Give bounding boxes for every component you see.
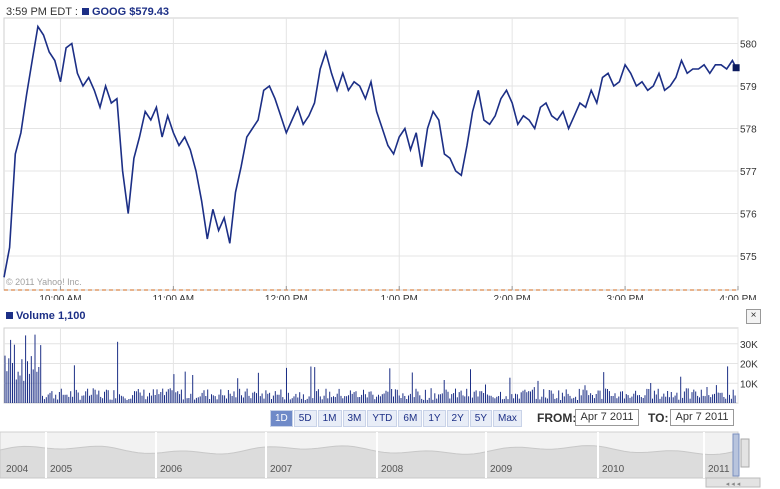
- copyright-watermark: © 2011 Yahoo! Inc.: [6, 277, 82, 287]
- price-x-tick-label: 10:00 AM: [39, 294, 81, 300]
- range-button-5d[interactable]: 5D: [293, 410, 317, 427]
- close-volume-button[interactable]: ×: [746, 309, 761, 324]
- navigator-year-label: 2007: [270, 464, 293, 475]
- range-button-1d[interactable]: 1D: [270, 410, 293, 427]
- range-button-6m[interactable]: 6M: [398, 410, 423, 427]
- price-x-tick-label: 4:00 PM: [719, 294, 756, 300]
- volume-label: Volume: [16, 310, 55, 322]
- price-grid: [3, 17, 739, 291]
- price-y-tick-label: 580: [740, 40, 757, 51]
- volume-chart: 10K 20K 30K: [3, 327, 758, 404]
- range-button-3m[interactable]: 3M: [342, 410, 367, 427]
- price-x-tick-label: 12:00 PM: [265, 294, 308, 300]
- header-symbol: GOOG: [91, 6, 127, 18]
- price-x-tick-label: 1:00 PM: [381, 294, 418, 300]
- navigator-year-label: 2005: [50, 464, 73, 475]
- timeline-navigator[interactable]: 2004 2005 2006 2007 2008 2009 2010 2011 ◂ ◂ ◂: [0, 429, 780, 489]
- to-date-input[interactable]: Apr 7 2011: [670, 409, 734, 426]
- price-line: [3, 24, 737, 278]
- volume-bars: [4, 334, 736, 403]
- navigator-year-label: 2010: [602, 464, 625, 475]
- price-y-tick-label: 577: [740, 167, 757, 178]
- range-button-ytd[interactable]: YTD: [367, 410, 398, 427]
- header-price: $579.43: [129, 6, 169, 18]
- range-button-2y[interactable]: 2Y: [446, 410, 469, 427]
- volume-value: 1,100: [57, 310, 86, 322]
- volume-legend: Volume 1,100: [6, 310, 86, 322]
- price-chart: © 2011 Yahoo! Inc. 575 576 577 578 579 580 10…: [3, 17, 757, 300]
- price-x-axis: 10:00 AM 11:00 AM 12:00 PM 1:00 PM 2:00 PM 3:…: [39, 286, 757, 300]
- navigator-years: 2004 2005 2006 2007 2008 2009 2010 2011: [6, 432, 730, 478]
- volume-panel-bar: Volume 1,100: [0, 308, 744, 324]
- volume-y-tick-label: 20K: [740, 360, 758, 371]
- price-y-tick-label: 576: [740, 210, 757, 221]
- price-y-tick-label: 579: [740, 82, 757, 93]
- last-price-marker: [732, 64, 740, 72]
- from-date-input[interactable]: Apr 7 2011: [575, 409, 639, 426]
- series-swatch: [81, 8, 89, 15]
- range-button-1m[interactable]: 1M: [317, 410, 342, 427]
- range-button-max[interactable]: Max: [493, 410, 522, 427]
- navigator-handle[interactable]: [732, 433, 740, 477]
- volume-y-tick-label: 10K: [740, 379, 758, 390]
- navigator-scrollbar[interactable]: [705, 477, 761, 488]
- volume-y-axis: 10K 20K 30K: [740, 340, 758, 390]
- range-selector: 1D 5D 1M 3M YTD 6M 1Y 2Y 5Y Max: [270, 410, 523, 427]
- range-button-5y[interactable]: 5Y: [469, 410, 493, 427]
- navigator-right-scroll[interactable]: [740, 438, 750, 468]
- navigator-year-label: 2004: [6, 464, 29, 475]
- volume-y-tick-label: 30K: [740, 340, 758, 351]
- to-label: TO:: [648, 411, 669, 425]
- scrollbar-grip-icon: ◂ ◂ ◂: [726, 481, 741, 488]
- price-y-tick-label: 578: [740, 125, 757, 136]
- price-x-tick-label: 3:00 PM: [606, 294, 643, 300]
- navigator-year-label: 2008: [381, 464, 404, 475]
- navigator-area: [0, 445, 739, 479]
- navigator-year-label: 2009: [490, 464, 513, 475]
- range-button-1y[interactable]: 1Y: [423, 410, 446, 427]
- navigator-year-label: 2006: [160, 464, 183, 475]
- header-time: 3:59 PM EDT :: [6, 6, 78, 18]
- from-label: FROM:: [537, 411, 577, 425]
- price-x-tick-label: 11:00 AM: [153, 294, 195, 300]
- chart-header: 3:59 PM EDT : GOOG $579.43: [6, 6, 169, 18]
- price-y-axis: 575 576 577 578 579 580: [740, 40, 757, 264]
- navigator-year-label: 2011: [708, 464, 730, 475]
- price-x-tick-label: 2:00 PM: [494, 294, 531, 300]
- price-y-tick-label: 575: [740, 252, 757, 263]
- volume-swatch: [6, 312, 13, 319]
